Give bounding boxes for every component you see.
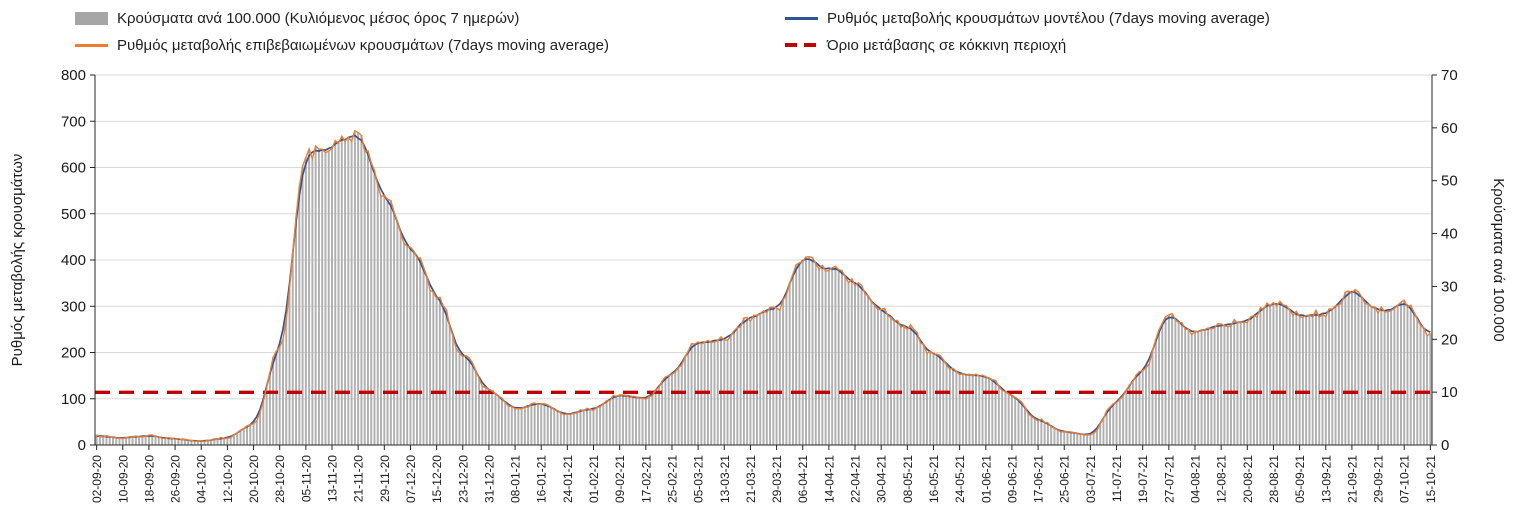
left-tick-label: 0 [78,437,86,454]
legend-item-model-line: Ρυθμός μεταβολής κρουσμάτων μοντέλου (7d… [785,8,1270,28]
left-tick-label: 100 [61,391,86,408]
x-tick-label: 24-05-21 [953,455,967,503]
x-tick-label: 25-02-21 [665,455,679,503]
legend-item-threshold: Όριο μετάβασης σε κόκκινη περιοχή [785,35,1066,55]
x-tick-label: 06-04-21 [796,455,810,503]
x-tick-label: 04-08-21 [1189,455,1203,503]
x-tick-label: 10-09-20 [116,455,130,503]
confirmed-line-swatch-icon [75,43,108,47]
x-tick-label: 01-02-21 [587,455,601,503]
left-tick-label: 700 [61,113,86,130]
x-tick-label: 15-12-20 [430,455,444,503]
x-tick-label: 05-03-21 [692,455,706,503]
right-axis-title: Κρούσματα ανά 100.000 [1490,178,1507,341]
x-tick-label: 07-10-21 [1398,455,1412,503]
x-tick-label: 07-12-20 [404,455,418,503]
x-tick-label: 13-09-21 [1319,455,1333,503]
right-tick-label: 10 [1441,384,1458,401]
bar-series-swatch-icon [75,11,108,25]
threshold-swatch-icon [785,43,818,47]
x-tick-label: 18-09-20 [142,455,156,503]
left-axis-title: Ρυθμός μεταβολής κρουσμάτων [9,154,26,367]
x-tick-label: 03-07-21 [1084,455,1098,503]
x-tick-label: 13-11-20 [325,455,339,502]
x-tick-label: 12-08-21 [1215,455,1229,503]
plot-area: 0 100 200 300 400 500 600 700 800 0 10 20 30 40 50 60 70… [61,67,1458,503]
x-tick-label: 04-10-20 [195,455,209,503]
right-tick-label: 60 [1441,120,1458,137]
gridlines [95,74,1432,400]
legend-item-confirmed-line: Ρυθμός μεταβολής επιβεβαιωμένων κρουσμάτ… [75,35,609,55]
x-tick-label: 28-08-21 [1267,455,1281,503]
x-tick-label: 09-02-21 [613,455,627,503]
x-tick-label: 12-10-20 [221,455,235,503]
legend-label-cases-bars: Κρούσματα ανά 100.000 (Κυλιόμενος μέσος … [117,9,520,27]
x-tick-label: 17-06-21 [1032,455,1046,503]
x-tick-label: 24-01-21 [561,455,575,503]
left-tick-label: 300 [61,298,86,315]
x-tick-label: 25-06-21 [1058,455,1072,503]
left-tick-label: 200 [61,345,86,362]
legend-item-cases-bars: Κρούσματα ανά 100.000 (Κυλιόμενος μέσος … [75,8,519,28]
left-tick-label: 500 [61,206,86,223]
x-tick-label: 15-10-21 [1424,455,1438,503]
x-tick-label: 16-05-21 [927,455,941,503]
x-tick-label: 22-04-21 [849,455,863,503]
x-tick-label: 11-07-21 [1110,455,1124,502]
left-tick-label: 400 [61,252,86,269]
x-tick-label: 29-09-21 [1372,455,1386,503]
x-tick-label: 27-07-21 [1162,455,1176,503]
x-tick-label: 01-06-21 [979,455,993,503]
model-line [96,134,1431,442]
confirmed-line [96,129,1431,443]
x-tick-label: 02-09-20 [90,455,104,503]
legend-label-threshold: Όριο μετάβασης σε κόκκινη περιοχή [827,36,1067,54]
right-tick-label: 50 [1441,173,1458,190]
x-tick-label: 05-11-20 [299,455,313,502]
x-tick-label: 26-09-20 [169,455,183,503]
left-tick-label: 800 [61,67,86,84]
x-tick-label: 28-10-20 [273,455,287,503]
right-tick-label: 0 [1441,437,1449,454]
x-tick-label: 29-03-21 [770,455,784,503]
legend-label-confirmed-line: Ρυθμός μεταβολής επιβεβαιωμένων κρουσμάτ… [117,36,609,54]
right-tick-label: 30 [1441,278,1458,295]
x-tick-label: 14-04-21 [822,455,836,503]
x-tick-label: 21-09-21 [1345,455,1359,503]
x-tick-label: 08-05-21 [901,455,915,503]
right-tick-label: 20 [1441,331,1458,348]
x-tick-label: 29-11-20 [378,455,392,502]
right-tick-label: 40 [1441,226,1458,243]
x-tick-label: 09-06-21 [1005,455,1019,503]
x-tick-label: 31-12-20 [482,455,496,503]
x-tick-label: 19-07-21 [1136,455,1150,503]
x-tick-label: 05-09-21 [1293,455,1307,503]
x-tick-label: 21-03-21 [744,455,758,503]
x-tick-label: 30-04-21 [875,455,889,503]
x-tick-label: 08-01-21 [509,455,523,503]
x-tick-label: 23-12-20 [456,455,470,503]
x-tick-label: 21-11-20 [352,455,366,502]
left-tick-label: 600 [61,160,86,177]
x-tick-label: 17-02-21 [639,455,653,503]
x-tick-label: 20-10-20 [247,455,261,503]
model-line-swatch-icon [785,16,818,20]
x-tick-label: 20-08-21 [1241,455,1255,503]
right-tick-label: 70 [1441,67,1458,84]
legend-label-model-line: Ρυθμός μεταβολής κρουσμάτων μοντέλου (7d… [827,9,1270,27]
x-tick-label: 16-01-21 [535,455,549,503]
x-tick-label: 13-03-21 [718,455,732,503]
